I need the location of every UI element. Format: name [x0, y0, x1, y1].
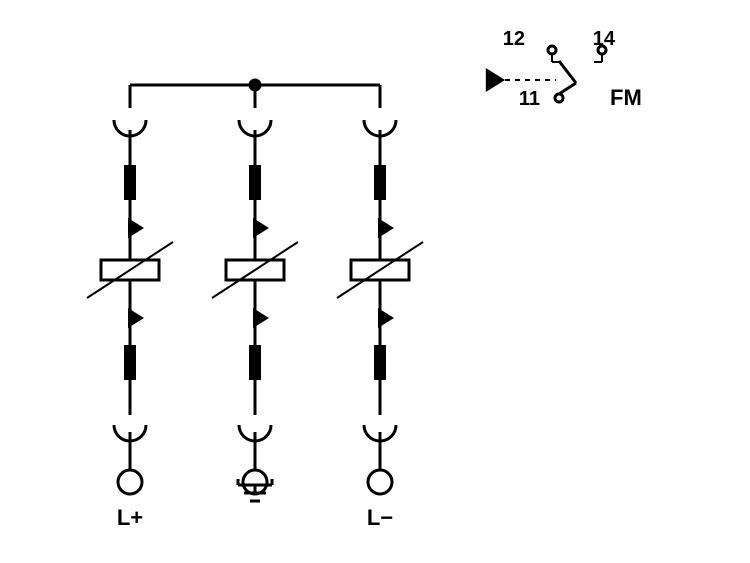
- fm-terminal-11: 11: [519, 88, 540, 110]
- fm-terminal-12: 12: [503, 28, 525, 50]
- branch-label-l_plus: L+: [117, 505, 143, 530]
- fm-label: FM: [610, 85, 642, 110]
- fm-actuator-arrow-icon: [486, 68, 505, 92]
- branch-label-l_minus: L−: [367, 505, 393, 530]
